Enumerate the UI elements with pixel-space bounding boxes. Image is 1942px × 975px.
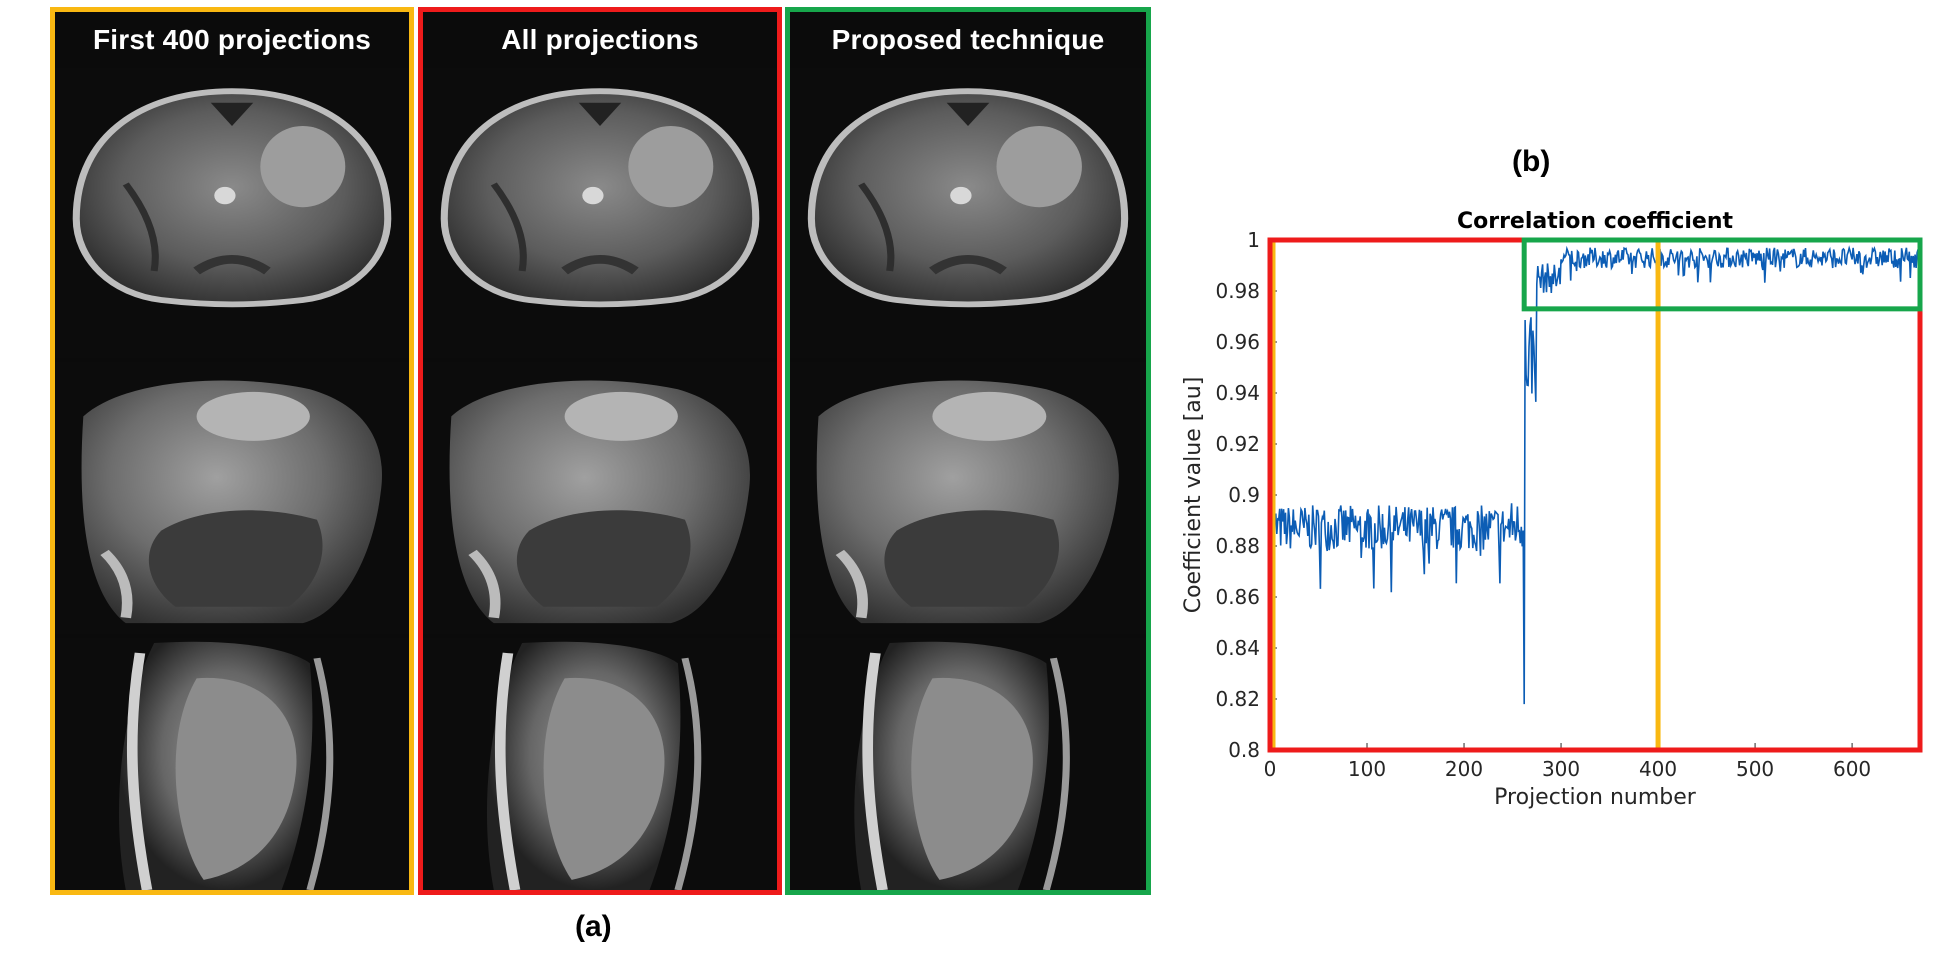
correlation-chart: Correlation coefficient 0.8 0.82 0.84 0.86 0.… [1181,209,1923,810]
panel-a-label: (a) [575,910,612,943]
y-tick-label: 0.86 [1215,585,1260,609]
x-tick-label: 500 [1736,757,1774,781]
column-title: All projections [501,24,699,55]
x-tick-label: 0 [1264,757,1277,781]
mri-coronal-image [55,362,409,634]
x-tick-label: 600 [1833,757,1871,781]
panel-b-label: (b) [1512,145,1551,178]
mri-coronal-image [423,362,777,634]
highlight-box-proposed [1521,237,1923,312]
y-tick-label: 0.84 [1215,636,1260,660]
y-tick-label: 0.9 [1228,483,1260,507]
column-all-projections: All projections [418,7,782,895]
x-tick-label: 200 [1445,757,1483,781]
mri-axial-image [55,68,409,358]
x-tick-label: 100 [1348,757,1386,781]
y-axis-label: Coefficient value [au] [1181,377,1206,614]
y-tick-label: 0.8 [1228,738,1260,762]
series-line [1269,245,1920,705]
mri-coronal-image [790,362,1146,634]
mri-axial-image [423,68,777,358]
chart-title: Correlation coefficient [1457,209,1734,234]
mri-sagittal-image [790,638,1146,890]
highlight-box-all [1267,237,1923,753]
y-tick-label: 0.98 [1215,279,1260,303]
x-tick-label: 300 [1542,757,1580,781]
plot-frame [1269,239,1921,751]
x-tick-label: 400 [1639,757,1677,781]
y-tick-label: 0.92 [1215,432,1260,456]
y-tick-label: 0.82 [1215,687,1260,711]
mri-axial-image [790,68,1146,358]
x-axis-label: Projection number [1494,785,1697,810]
mri-sagittal-image [55,638,409,890]
column-title: First 400 projections [92,24,372,55]
y-tick-label: 0.94 [1215,381,1260,405]
mri-sagittal-image [423,638,777,890]
y-tick-label: 1 [1247,228,1260,252]
column-title: Proposed technique [831,24,1105,55]
column-first-400: First 400 projections [50,7,414,895]
column-proposed-technique: Proposed technique [785,7,1151,895]
y-tick-label: 0.96 [1215,330,1260,354]
y-tick-label: 0.88 [1215,534,1260,558]
